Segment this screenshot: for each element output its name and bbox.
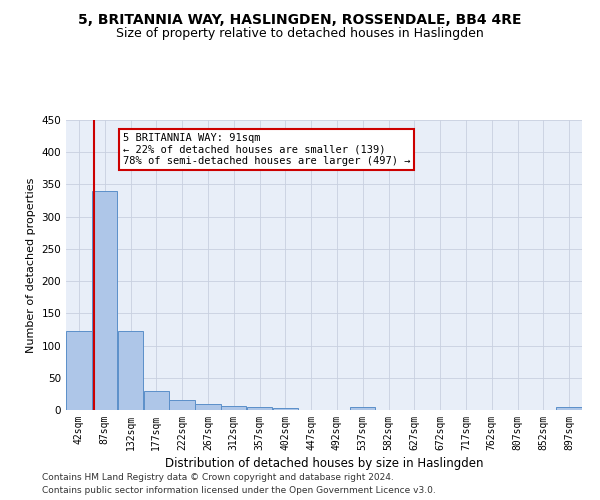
- Y-axis label: Number of detached properties: Number of detached properties: [26, 178, 36, 352]
- Bar: [221, 406, 247, 410]
- X-axis label: Distribution of detached houses by size in Haslingden: Distribution of detached houses by size …: [165, 457, 483, 470]
- Bar: [118, 332, 143, 410]
- Bar: [247, 408, 272, 410]
- Bar: [350, 407, 376, 410]
- Text: Size of property relative to detached houses in Haslingden: Size of property relative to detached ho…: [116, 28, 484, 40]
- Bar: [556, 407, 582, 410]
- Bar: [169, 400, 195, 410]
- Bar: [143, 392, 169, 410]
- Text: Contains public sector information licensed under the Open Government Licence v3: Contains public sector information licen…: [42, 486, 436, 495]
- Bar: [272, 408, 298, 410]
- Text: Contains HM Land Registry data © Crown copyright and database right 2024.: Contains HM Land Registry data © Crown c…: [42, 474, 394, 482]
- Bar: [92, 191, 118, 410]
- Text: 5, BRITANNIA WAY, HASLINGDEN, ROSSENDALE, BB4 4RE: 5, BRITANNIA WAY, HASLINGDEN, ROSSENDALE…: [78, 12, 522, 26]
- Text: 5 BRITANNIA WAY: 91sqm
← 22% of detached houses are smaller (139)
78% of semi-de: 5 BRITANNIA WAY: 91sqm ← 22% of detached…: [123, 133, 410, 166]
- Bar: [195, 404, 221, 410]
- Bar: [66, 332, 92, 410]
